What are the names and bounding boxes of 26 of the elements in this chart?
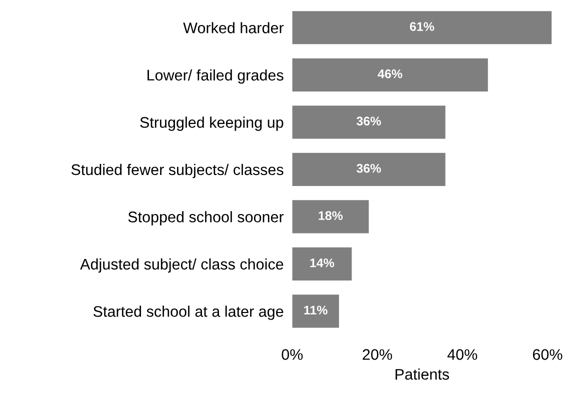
x-tick-label: 40% — [447, 349, 478, 360]
x-tick-label: 60% — [532, 349, 562, 360]
y-tick-label: Adjusted subject/ class choice — [80, 258, 284, 273]
y-tick-label: Worked harder — [183, 22, 284, 34]
x-axis-title: Patients — [396, 368, 450, 380]
bar — [292, 247, 352, 280]
y-tick-label: Stopped school sooner — [128, 211, 284, 226]
bar — [292, 152, 446, 186]
data-label: 61% — [410, 22, 434, 31]
y-tick-label: Struggled keeping up — [140, 116, 284, 131]
x-tick-label: 20% — [362, 349, 392, 360]
y-tick-label: Studied fewer subjects/ classes — [71, 164, 284, 178]
data-label: 11% — [304, 306, 328, 315]
bar — [292, 106, 446, 139]
y-tick-label: Lower/ failed grades — [148, 69, 284, 84]
y-tick-label: Started school at a later age — [93, 306, 284, 320]
bar — [292, 200, 369, 234]
data-label: 14% — [310, 258, 334, 268]
data-label: 46% — [378, 69, 402, 78]
data-label: 36% — [356, 164, 381, 173]
data-label: 18% — [318, 211, 343, 220]
bar — [292, 58, 488, 92]
bar — [292, 294, 339, 328]
x-tick-label: 0% — [282, 349, 303, 360]
bar — [292, 11, 552, 44]
data-label: 36% — [356, 116, 381, 126]
